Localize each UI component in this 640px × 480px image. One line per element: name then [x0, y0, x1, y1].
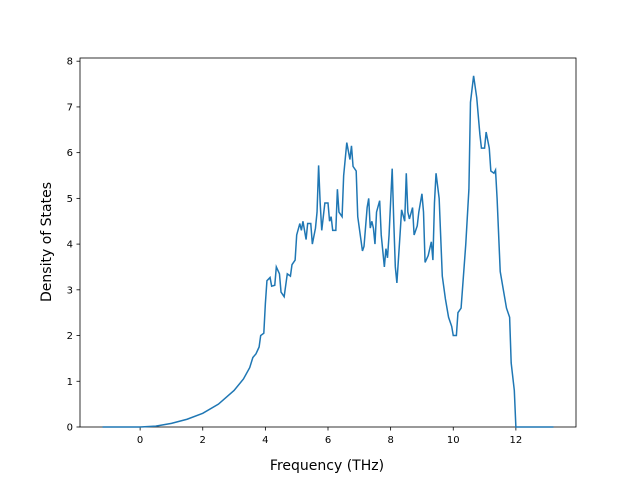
x-tick-label: 0 [137, 435, 143, 446]
line [102, 75, 554, 428]
y-tick-label: 3 [67, 285, 73, 296]
y-tick-label: 1 [67, 377, 73, 388]
y-tick-label: 4 [67, 240, 73, 251]
x-tick-label: 2 [200, 435, 206, 446]
y-tick-label: 5 [67, 194, 73, 205]
y-tick-label: 8 [67, 57, 73, 68]
y-tick-label: 0 [67, 423, 73, 434]
y-tick-label: 7 [67, 102, 73, 113]
x-tick-label: 4 [262, 435, 268, 446]
y-axis-label: Density of States [39, 182, 55, 302]
x-axis-label: Frequency (THz) [270, 458, 384, 474]
x-tick-label: 12 [510, 435, 523, 446]
plot-frame [79, 57, 577, 428]
x-tick-label: 8 [387, 435, 393, 446]
x-tick-label: 6 [325, 435, 331, 446]
y-tick-label: 6 [67, 148, 73, 159]
y-tick-label: 2 [67, 331, 73, 342]
x-tick-label: 10 [447, 435, 460, 446]
